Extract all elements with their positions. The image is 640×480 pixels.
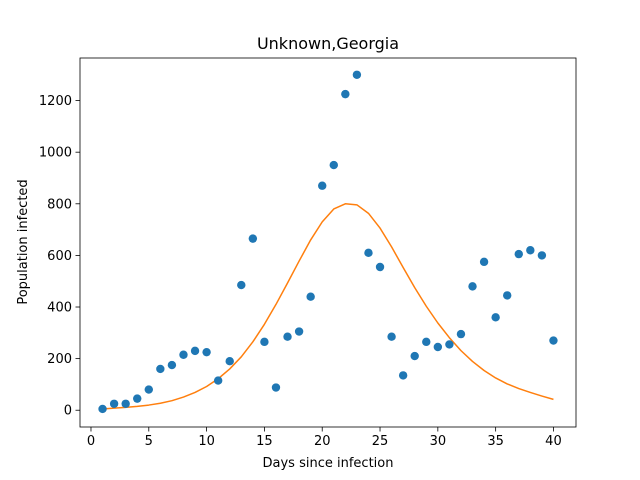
y-tick-label: 1000 — [39, 146, 72, 161]
x-tick-label: 0 — [87, 434, 95, 449]
data-point — [121, 399, 130, 408]
data-point — [237, 280, 246, 290]
data-point — [271, 383, 281, 392]
data-point — [503, 291, 512, 300]
data-point — [306, 292, 315, 301]
data-point — [318, 181, 327, 190]
data-point — [341, 89, 350, 99]
x-tick-label: 20 — [314, 434, 331, 449]
data-point — [479, 257, 489, 267]
chart-title: Unknown,Georgia — [257, 34, 399, 53]
data-point — [514, 249, 523, 259]
data-point — [248, 234, 258, 243]
data-point — [167, 360, 177, 370]
x-tick-label: 10 — [198, 434, 215, 449]
data-point — [98, 404, 107, 414]
data-point — [491, 313, 500, 322]
data-point — [433, 342, 443, 352]
y-tick-label: 1200 — [39, 94, 72, 109]
x-tick-label: 25 — [372, 434, 389, 449]
data-point — [225, 357, 234, 366]
y-tick-label: 600 — [47, 249, 72, 264]
data-point — [213, 376, 223, 385]
data-point — [549, 336, 558, 345]
data-point — [526, 246, 535, 255]
y-tick-label: 200 — [47, 352, 72, 367]
data-point — [294, 327, 304, 336]
x-tick-label: 35 — [487, 434, 504, 449]
y-axis-label: Population infected — [16, 179, 31, 304]
data-point — [260, 337, 269, 347]
data-point — [283, 332, 292, 341]
y-tick-label: 0 — [64, 404, 72, 419]
data-point — [375, 262, 385, 272]
data-point — [445, 340, 454, 349]
data-point — [364, 248, 373, 258]
data-point — [410, 351, 419, 361]
x-tick-label: 15 — [256, 434, 273, 449]
plot-frame — [79, 57, 577, 428]
data-point — [190, 346, 200, 356]
data-point — [352, 70, 362, 79]
y-tick-label: 400 — [47, 301, 72, 316]
data-point — [144, 385, 153, 394]
x-tick-label: 30 — [430, 434, 447, 449]
data-point — [422, 337, 431, 347]
x-tick-label: 40 — [545, 434, 562, 449]
y-tick-label: 800 — [47, 197, 72, 212]
x-tick-label: 5 — [145, 434, 153, 449]
data-point — [156, 364, 165, 374]
data-point — [398, 371, 408, 380]
data-point — [456, 329, 466, 339]
data-point — [109, 399, 119, 408]
data-point — [329, 160, 338, 170]
data-point — [202, 347, 211, 357]
data-point — [387, 332, 396, 341]
data-point — [468, 282, 477, 291]
data-point — [179, 350, 188, 359]
fit-line — [102, 203, 554, 410]
data-point — [537, 251, 547, 260]
data-point — [133, 394, 142, 403]
x-axis-label: Days since infection — [263, 456, 394, 471]
